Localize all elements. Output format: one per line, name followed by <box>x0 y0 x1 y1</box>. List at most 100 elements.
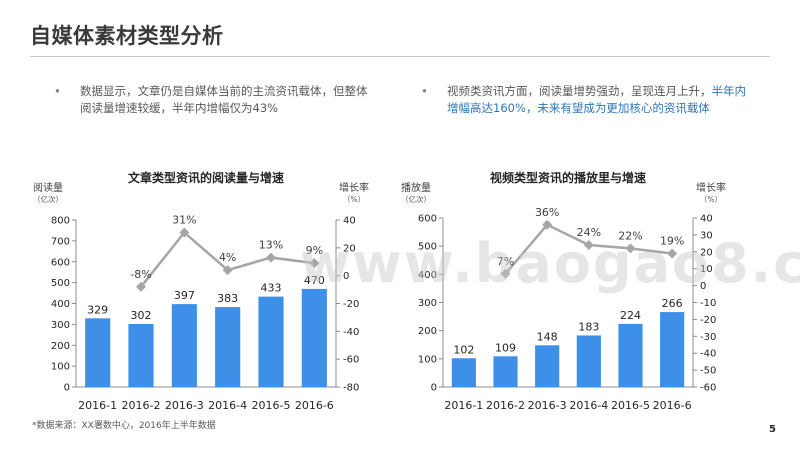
page-title: 自媒体素材类型分析 <box>30 24 224 48</box>
bar <box>451 358 476 387</box>
footnote: *数据来源：XX署数中心，2016年上半年数据 <box>32 421 216 431</box>
y2-axis-title: 增长率 <box>696 181 726 194</box>
y2-tick-label: -50 <box>700 366 716 377</box>
title-divider <box>30 56 770 57</box>
y-tick-label: 600 <box>418 214 437 225</box>
bar <box>171 304 197 387</box>
bullet-right: • 视频类资讯方面，阅读量增势强劲，呈现连月上升，半年内增幅高达160%，未来有… <box>421 83 747 117</box>
bar-value-label: 266 <box>662 297 683 310</box>
y2-axis-unit: （%） <box>700 195 722 204</box>
bar-value-label: 109 <box>495 341 516 354</box>
growth-point-marker <box>667 248 678 259</box>
bullet-dot-icon: • <box>421 84 428 98</box>
bar <box>576 335 601 387</box>
y2-tick-label: 40 <box>700 214 713 225</box>
bar-value-label: 397 <box>174 289 195 302</box>
bar-value-label: 183 <box>578 320 599 333</box>
y-axis-unit: （亿次） <box>401 194 431 204</box>
growth-point-marker <box>179 227 190 238</box>
y-tick-label: 200 <box>51 341 70 352</box>
y-tick-label: 400 <box>418 270 437 281</box>
bar-value-label: 470 <box>304 274 325 287</box>
growth-point-marker <box>625 243 636 254</box>
bar <box>215 307 241 387</box>
y-tick-label: 100 <box>418 354 437 365</box>
y-tick-label: 0 <box>431 383 437 394</box>
y-axis-title: 播放量 <box>401 181 431 194</box>
bar <box>535 345 560 387</box>
y2-tick-label: 40 <box>343 216 356 227</box>
growth-label: 4% <box>219 251 236 264</box>
bullet-right-text: 视频类资讯方面，阅读量增势强劲，呈现连月上升， <box>447 84 712 98</box>
bullet-right-highlight: 半年内增幅高达160%，未来有望成为更加核心的资讯载体 <box>447 84 746 115</box>
y2-tick-label: -20 <box>700 315 716 326</box>
y-tick-label: 500 <box>418 242 437 253</box>
y-tick-label: 400 <box>51 299 70 310</box>
chart-title: 视频类型资讯的播放里与增速 <box>490 170 646 185</box>
growth-label: 22% <box>618 229 642 242</box>
y-axis-title: 阅读量 <box>33 181 63 194</box>
x-tick-label: 2016-6 <box>295 399 334 412</box>
x-tick-label: 2016-5 <box>611 399 650 412</box>
y-tick-label: 100 <box>51 362 70 373</box>
x-tick-label: 2016-3 <box>165 399 204 412</box>
y2-tick-label: -10 <box>700 298 716 309</box>
y-axis-unit: （亿次） <box>33 194 63 204</box>
growth-label: 9% <box>306 244 323 257</box>
chart-article-reads: 文章类型资讯的阅读量与增速阅读量（亿次）增长率（%）01002003004005… <box>33 170 369 412</box>
y2-tick-label: -40 <box>700 349 716 360</box>
growth-label: 36% <box>535 206 559 219</box>
y2-tick-label: 30 <box>700 230 713 241</box>
bar-value-label: 224 <box>620 309 641 322</box>
y-tick-label: 0 <box>64 383 70 394</box>
y-tick-label: 700 <box>51 236 70 247</box>
y2-tick-label: -60 <box>343 355 359 366</box>
bar <box>660 312 685 387</box>
bullet-left: • 数据显示，文章仍是自媒体当前的主流资讯载体，但整体阅读量增速较缓，半年内增幅… <box>54 83 370 117</box>
y2-tick-label: -20 <box>343 299 359 310</box>
y2-tick-label: 10 <box>700 264 713 275</box>
x-tick-label: 2016-1 <box>78 399 117 412</box>
y-tick-label: 300 <box>418 298 437 309</box>
x-tick-label: 2016-4 <box>208 399 247 412</box>
growth-label: -8% <box>130 268 151 281</box>
growth-point-marker <box>266 252 276 263</box>
y2-tick-label: 20 <box>700 247 713 258</box>
y2-tick-label: -30 <box>700 332 716 343</box>
bar-value-label: 302 <box>131 309 152 322</box>
bullet-dot-icon: • <box>54 84 61 98</box>
y2-axis-unit: （%） <box>343 195 365 204</box>
chart-title: 文章类型资讯的阅读量与增速 <box>128 170 284 185</box>
growth-point-marker <box>309 258 320 269</box>
y2-tick-label: -60 <box>700 383 716 394</box>
bar <box>493 356 518 387</box>
growth-label: 19% <box>660 234 684 247</box>
x-tick-label: 2016-5 <box>252 399 291 412</box>
bar <box>128 323 154 387</box>
y2-tick-label: -40 <box>343 327 359 338</box>
bar-value-label: 102 <box>453 343 474 356</box>
growth-point-marker <box>222 265 233 276</box>
bullet-left-text: 数据显示，文章仍是自媒体当前的主流资讯载体，但整体阅读量增速较缓，半年内增幅仅为… <box>80 84 368 115</box>
y2-tick-label: 0 <box>343 271 349 282</box>
bar-value-label: 148 <box>537 330 558 343</box>
growth-point-marker <box>136 281 146 292</box>
x-tick-label: 2016-2 <box>122 399 161 412</box>
growth-label: 13% <box>259 239 283 252</box>
growth-label: 31% <box>172 214 196 227</box>
y-tick-label: 600 <box>51 257 70 268</box>
bar <box>85 318 111 387</box>
x-tick-label: 2016-3 <box>528 399 567 412</box>
x-tick-label: 2016-2 <box>486 399 525 412</box>
y2-tick-label: 0 <box>700 281 706 292</box>
y2-axis-title: 增长率 <box>339 181 369 194</box>
growth-label: 7% <box>497 255 514 268</box>
bar-value-label: 329 <box>87 303 108 316</box>
y-tick-label: 800 <box>51 216 70 227</box>
growth-point-marker <box>500 268 511 279</box>
y2-tick-label: 20 <box>343 243 356 254</box>
y-tick-label: 300 <box>51 320 70 331</box>
growth-label: 24% <box>577 226 601 239</box>
y-tick-label: 500 <box>51 278 70 289</box>
chart-video-plays: 视频类型资讯的播放里与增速播放量（亿次）增长率（%）01002003004005… <box>401 170 726 412</box>
